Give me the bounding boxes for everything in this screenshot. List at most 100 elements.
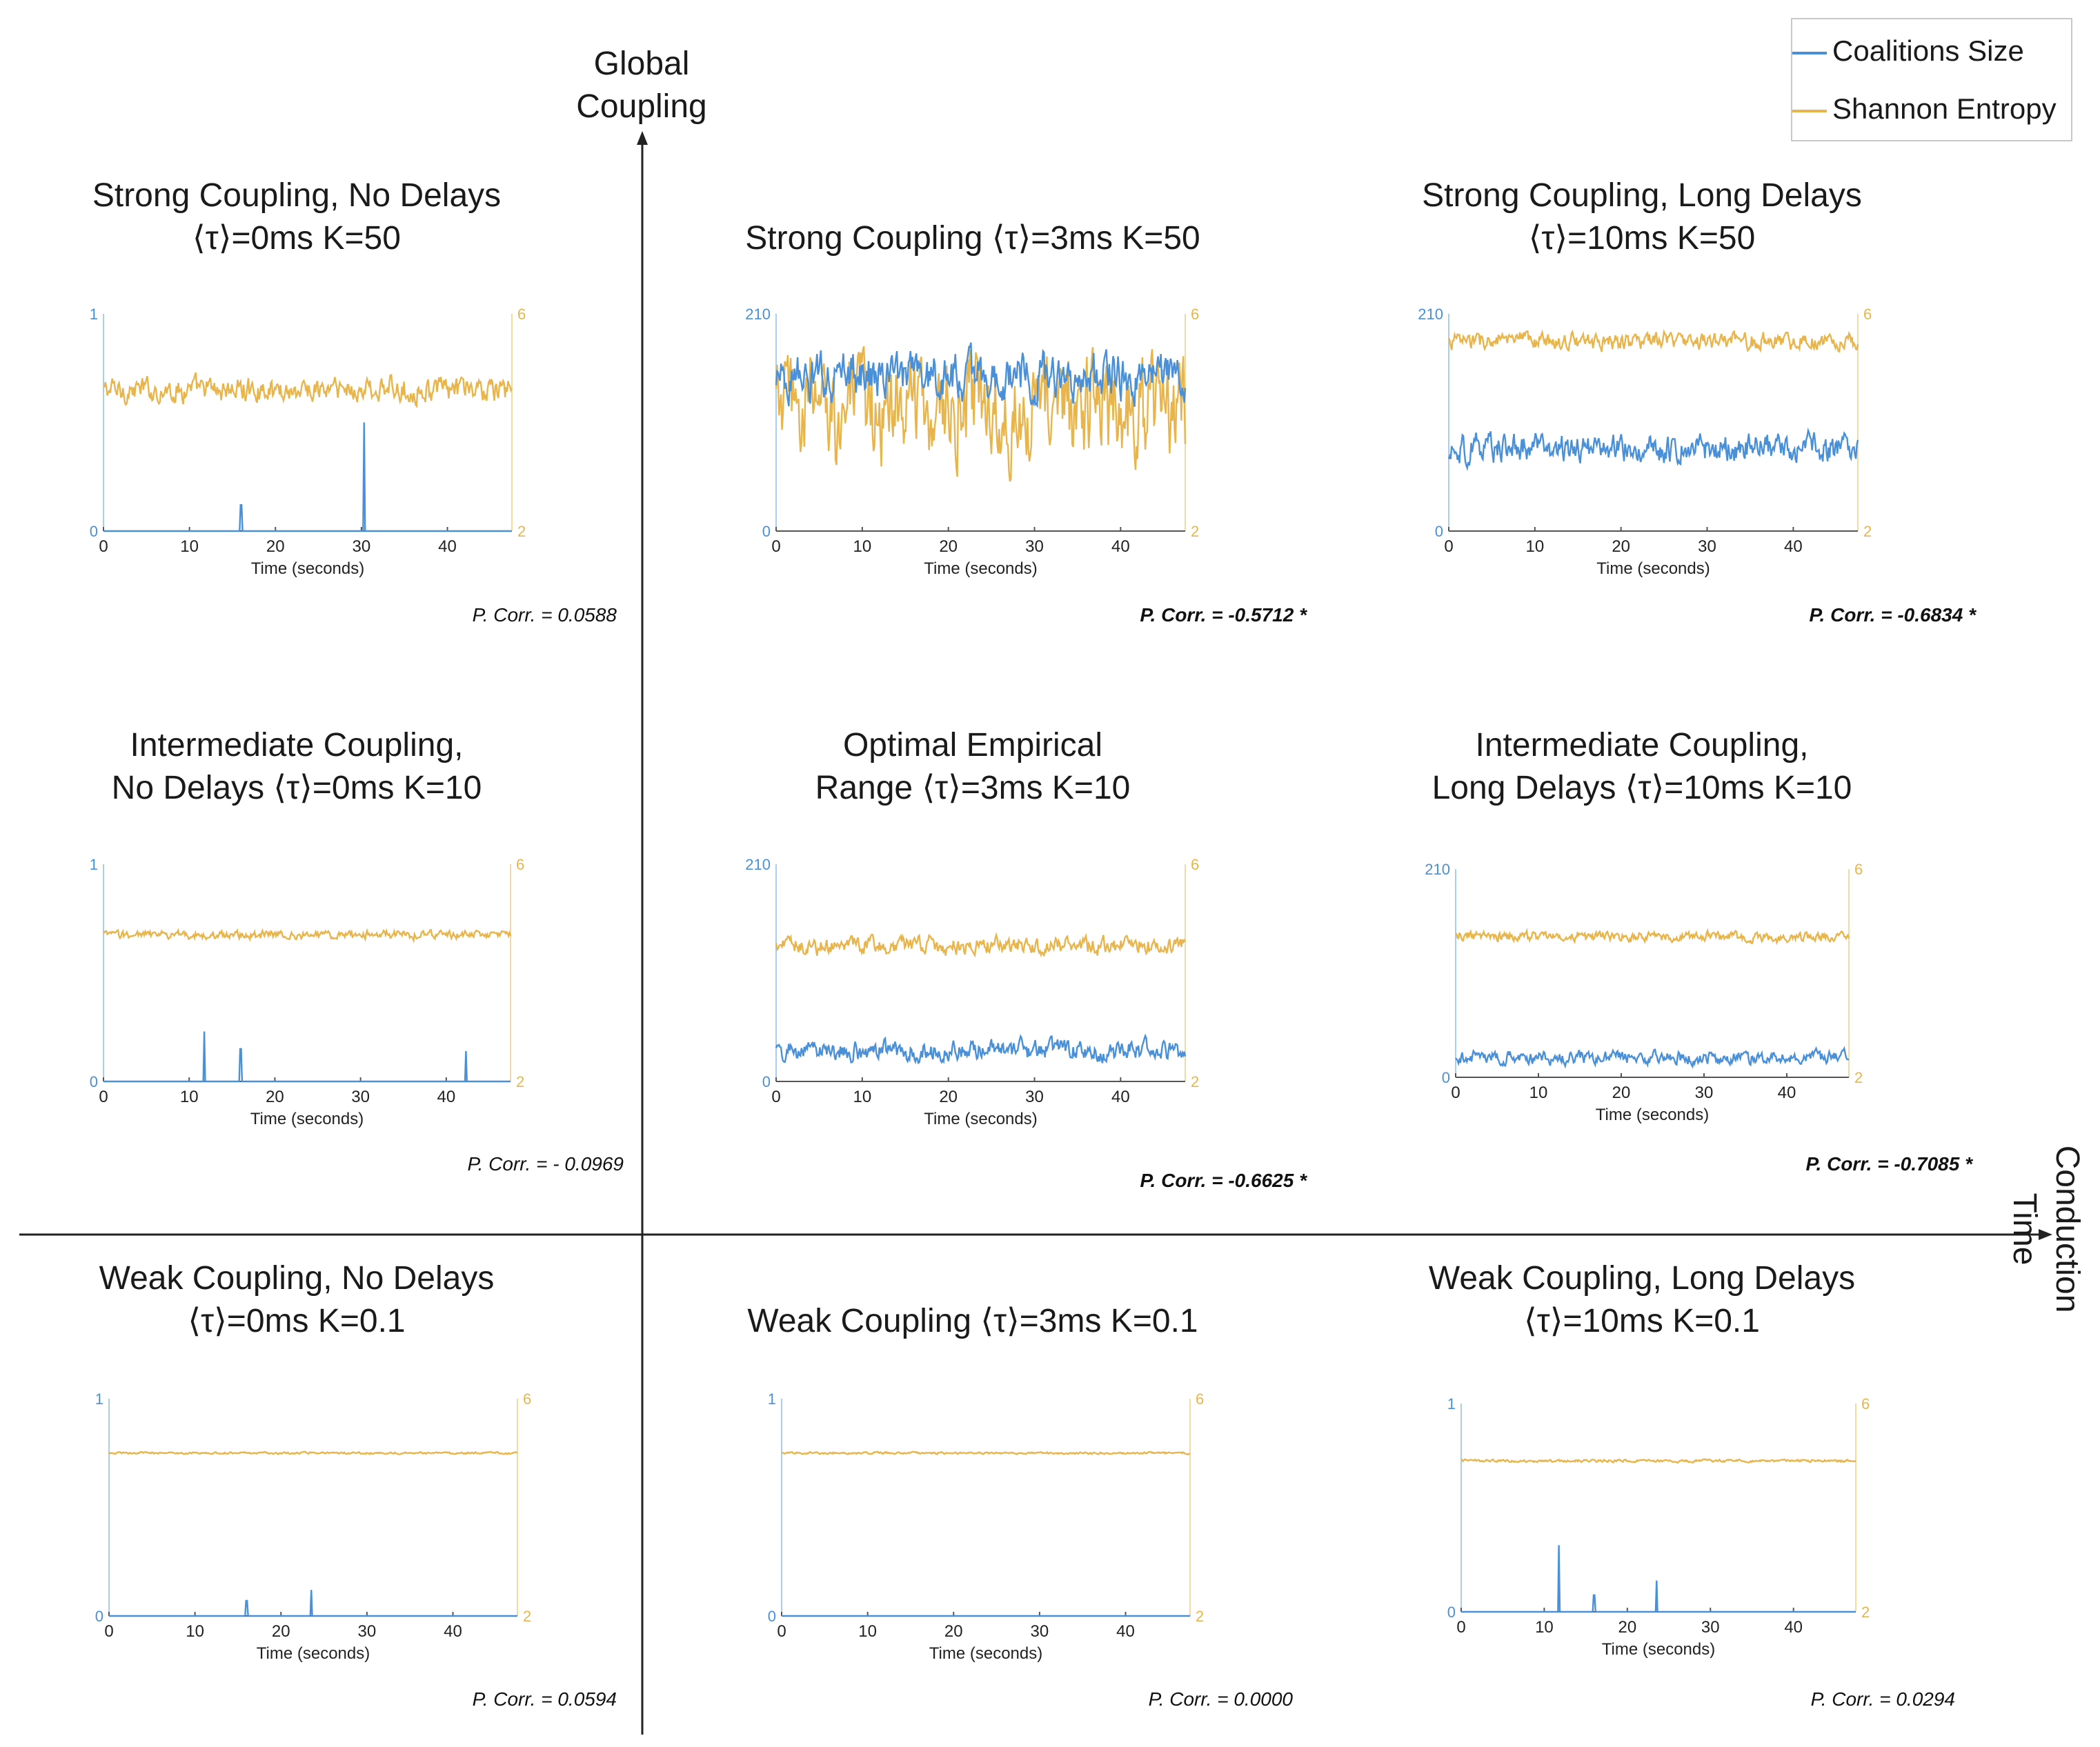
right-tick-label: 6 bbox=[517, 306, 526, 323]
panel-2-title-line1: Strong Coupling, Long Delays bbox=[1422, 177, 1862, 214]
right-tick-label: 2 bbox=[1861, 1604, 1870, 1621]
x-tick-label: 40 bbox=[1116, 1622, 1135, 1641]
left-tick-label: 1 bbox=[768, 1390, 776, 1408]
x-tick-label: 30 bbox=[358, 1622, 377, 1641]
panel-0-title-line1: Strong Coupling, No Delays bbox=[92, 177, 502, 214]
right-tick-label: 2 bbox=[517, 523, 526, 540]
left-tick-label: 1 bbox=[95, 1390, 103, 1408]
coalitions-series-line bbox=[103, 422, 512, 532]
panel-5-title-line2: Long Delays ⟨τ⟩=10ms K=10 bbox=[1432, 770, 1852, 806]
x-tick-label: 10 bbox=[180, 537, 199, 556]
x-tick-label: 30 bbox=[1025, 1088, 1044, 1106]
x-tick-label: 10 bbox=[858, 1622, 877, 1641]
x-tick-label: 20 bbox=[944, 1622, 963, 1641]
x-tick-label: 10 bbox=[853, 537, 871, 556]
panel-title-1: Strong Coupling ⟨τ⟩=3ms K=50 bbox=[676, 174, 1269, 260]
left-tick-label: 210 bbox=[745, 856, 771, 873]
panel-5-correlation: P. Corr. = -0.7085 * bbox=[1805, 1153, 1972, 1175]
legend: Coalitions Size Shannon Entropy bbox=[1791, 18, 2072, 141]
panel-0-title-line2: ⟨τ⟩=0ms K=50 bbox=[192, 220, 401, 257]
legend-label-entropy: Shannon Entropy bbox=[1832, 92, 2057, 125]
x-tick-label: 40 bbox=[1111, 1088, 1130, 1106]
x-tick-label: 40 bbox=[1111, 537, 1130, 556]
legend-swatch-coalitions bbox=[1792, 51, 1827, 54]
panel-title-2: Strong Coupling, Long Delays ⟨τ⟩=10ms K=… bbox=[1345, 174, 1939, 260]
entropy-series-line bbox=[775, 932, 1187, 958]
x-axis-arrowhead bbox=[2039, 1229, 2052, 1240]
x-tick-label: 30 bbox=[1701, 1618, 1720, 1637]
x-axis-label: Time (seconds) bbox=[1596, 559, 1710, 578]
panel-4-correlation: P. Corr. = -0.6625 * bbox=[1140, 1170, 1307, 1191]
x-tick-label: 0 bbox=[777, 1622, 786, 1641]
x-tick-label: 20 bbox=[1612, 537, 1630, 556]
x-tick-label: 30 bbox=[353, 537, 371, 556]
panel-2-correlation: P. Corr. = -0.6834 * bbox=[1809, 604, 1976, 626]
x-tick-label: 20 bbox=[272, 1622, 290, 1641]
left-tick-label: 0 bbox=[95, 1608, 103, 1625]
legend-item-entropy: Shannon Entropy bbox=[1792, 92, 2057, 126]
panel-8-title-line1: Weak Coupling, Long Delays bbox=[1428, 1260, 1856, 1297]
left-tick-label: 0 bbox=[90, 523, 98, 540]
x-tick-label: 10 bbox=[1535, 1618, 1554, 1637]
right-tick-label: 6 bbox=[1861, 1395, 1870, 1412]
x-tick-label: 40 bbox=[1778, 1084, 1796, 1102]
panel-title-7: Weak Coupling ⟨τ⟩=3ms K=0.1 bbox=[676, 1257, 1269, 1343]
x-tick-label: 0 bbox=[99, 537, 108, 556]
entropy-series-line bbox=[781, 1450, 1191, 1456]
right-tick-label: 6 bbox=[1196, 1390, 1204, 1408]
left-tick-label: 0 bbox=[1442, 1069, 1450, 1086]
left-tick-label: 1 bbox=[1447, 1395, 1456, 1412]
right-tick-label: 6 bbox=[1854, 861, 1863, 878]
left-tick-label: 0 bbox=[762, 523, 771, 540]
x-tick-label: 0 bbox=[1451, 1084, 1460, 1102]
coalitions-series-line bbox=[1455, 1046, 1850, 1069]
panel-title-4: Optimal Empirical Range ⟨τ⟩=3ms K=10 bbox=[676, 724, 1269, 810]
x-axis-label: Time (seconds) bbox=[1596, 1106, 1709, 1124]
x-tick-label: 10 bbox=[853, 1088, 871, 1106]
x-tick-label: 0 bbox=[104, 1622, 113, 1641]
panel-2-title-line2: ⟨τ⟩=10ms K=50 bbox=[1528, 220, 1756, 257]
left-tick-label: 0 bbox=[768, 1608, 776, 1625]
entropy-series-line bbox=[1447, 328, 1859, 353]
x-tick-label: 10 bbox=[1525, 537, 1544, 556]
entropy-series-line bbox=[1460, 1458, 1856, 1464]
panel-7-title-line2: Weak Coupling ⟨τ⟩=3ms K=0.1 bbox=[747, 1303, 1198, 1339]
x-axis-label: Time (seconds) bbox=[929, 1644, 1042, 1663]
x-tick-label: 20 bbox=[266, 537, 285, 556]
x-tick-label: 30 bbox=[1695, 1084, 1714, 1102]
coalitions-series-line bbox=[109, 1590, 517, 1617]
coalitions-series-line bbox=[775, 1033, 1187, 1065]
x-tick-label: 40 bbox=[438, 537, 457, 556]
x-tick-label: 30 bbox=[1031, 1622, 1049, 1641]
panel-7-correlation: P. Corr. = 0.0000 bbox=[1148, 1688, 1293, 1710]
x-tick-label: 30 bbox=[1025, 537, 1044, 556]
right-tick-label: 2 bbox=[1854, 1069, 1863, 1086]
x-axis-label: Time (seconds) bbox=[250, 1110, 364, 1128]
left-tick-label: 0 bbox=[90, 1073, 98, 1090]
x-tick-label: 0 bbox=[771, 537, 780, 556]
right-tick-label: 6 bbox=[1191, 306, 1199, 323]
x-axis-label: Time (seconds) bbox=[924, 559, 1037, 578]
panel-3-title-line2: No Delays ⟨τ⟩=0ms K=10 bbox=[111, 770, 482, 806]
right-tick-label: 6 bbox=[523, 1390, 531, 1408]
left-tick-label: 0 bbox=[1435, 523, 1443, 540]
y-axis-title-line1: Global bbox=[593, 46, 690, 82]
y-axis-title-line2: Coupling bbox=[576, 88, 707, 125]
right-tick-label: 2 bbox=[523, 1608, 531, 1625]
right-tick-label: 2 bbox=[1863, 523, 1872, 540]
right-tick-label: 2 bbox=[1191, 1073, 1199, 1090]
x-tick-label: 40 bbox=[1784, 1618, 1803, 1637]
left-tick-label: 210 bbox=[1418, 306, 1443, 323]
entropy-series-line bbox=[775, 346, 1187, 482]
entropy-series-line bbox=[103, 372, 513, 408]
legend-label-coalitions: Coalitions Size bbox=[1832, 34, 2024, 67]
right-tick-label: 2 bbox=[1196, 1608, 1204, 1625]
right-tick-label: 6 bbox=[516, 856, 524, 873]
